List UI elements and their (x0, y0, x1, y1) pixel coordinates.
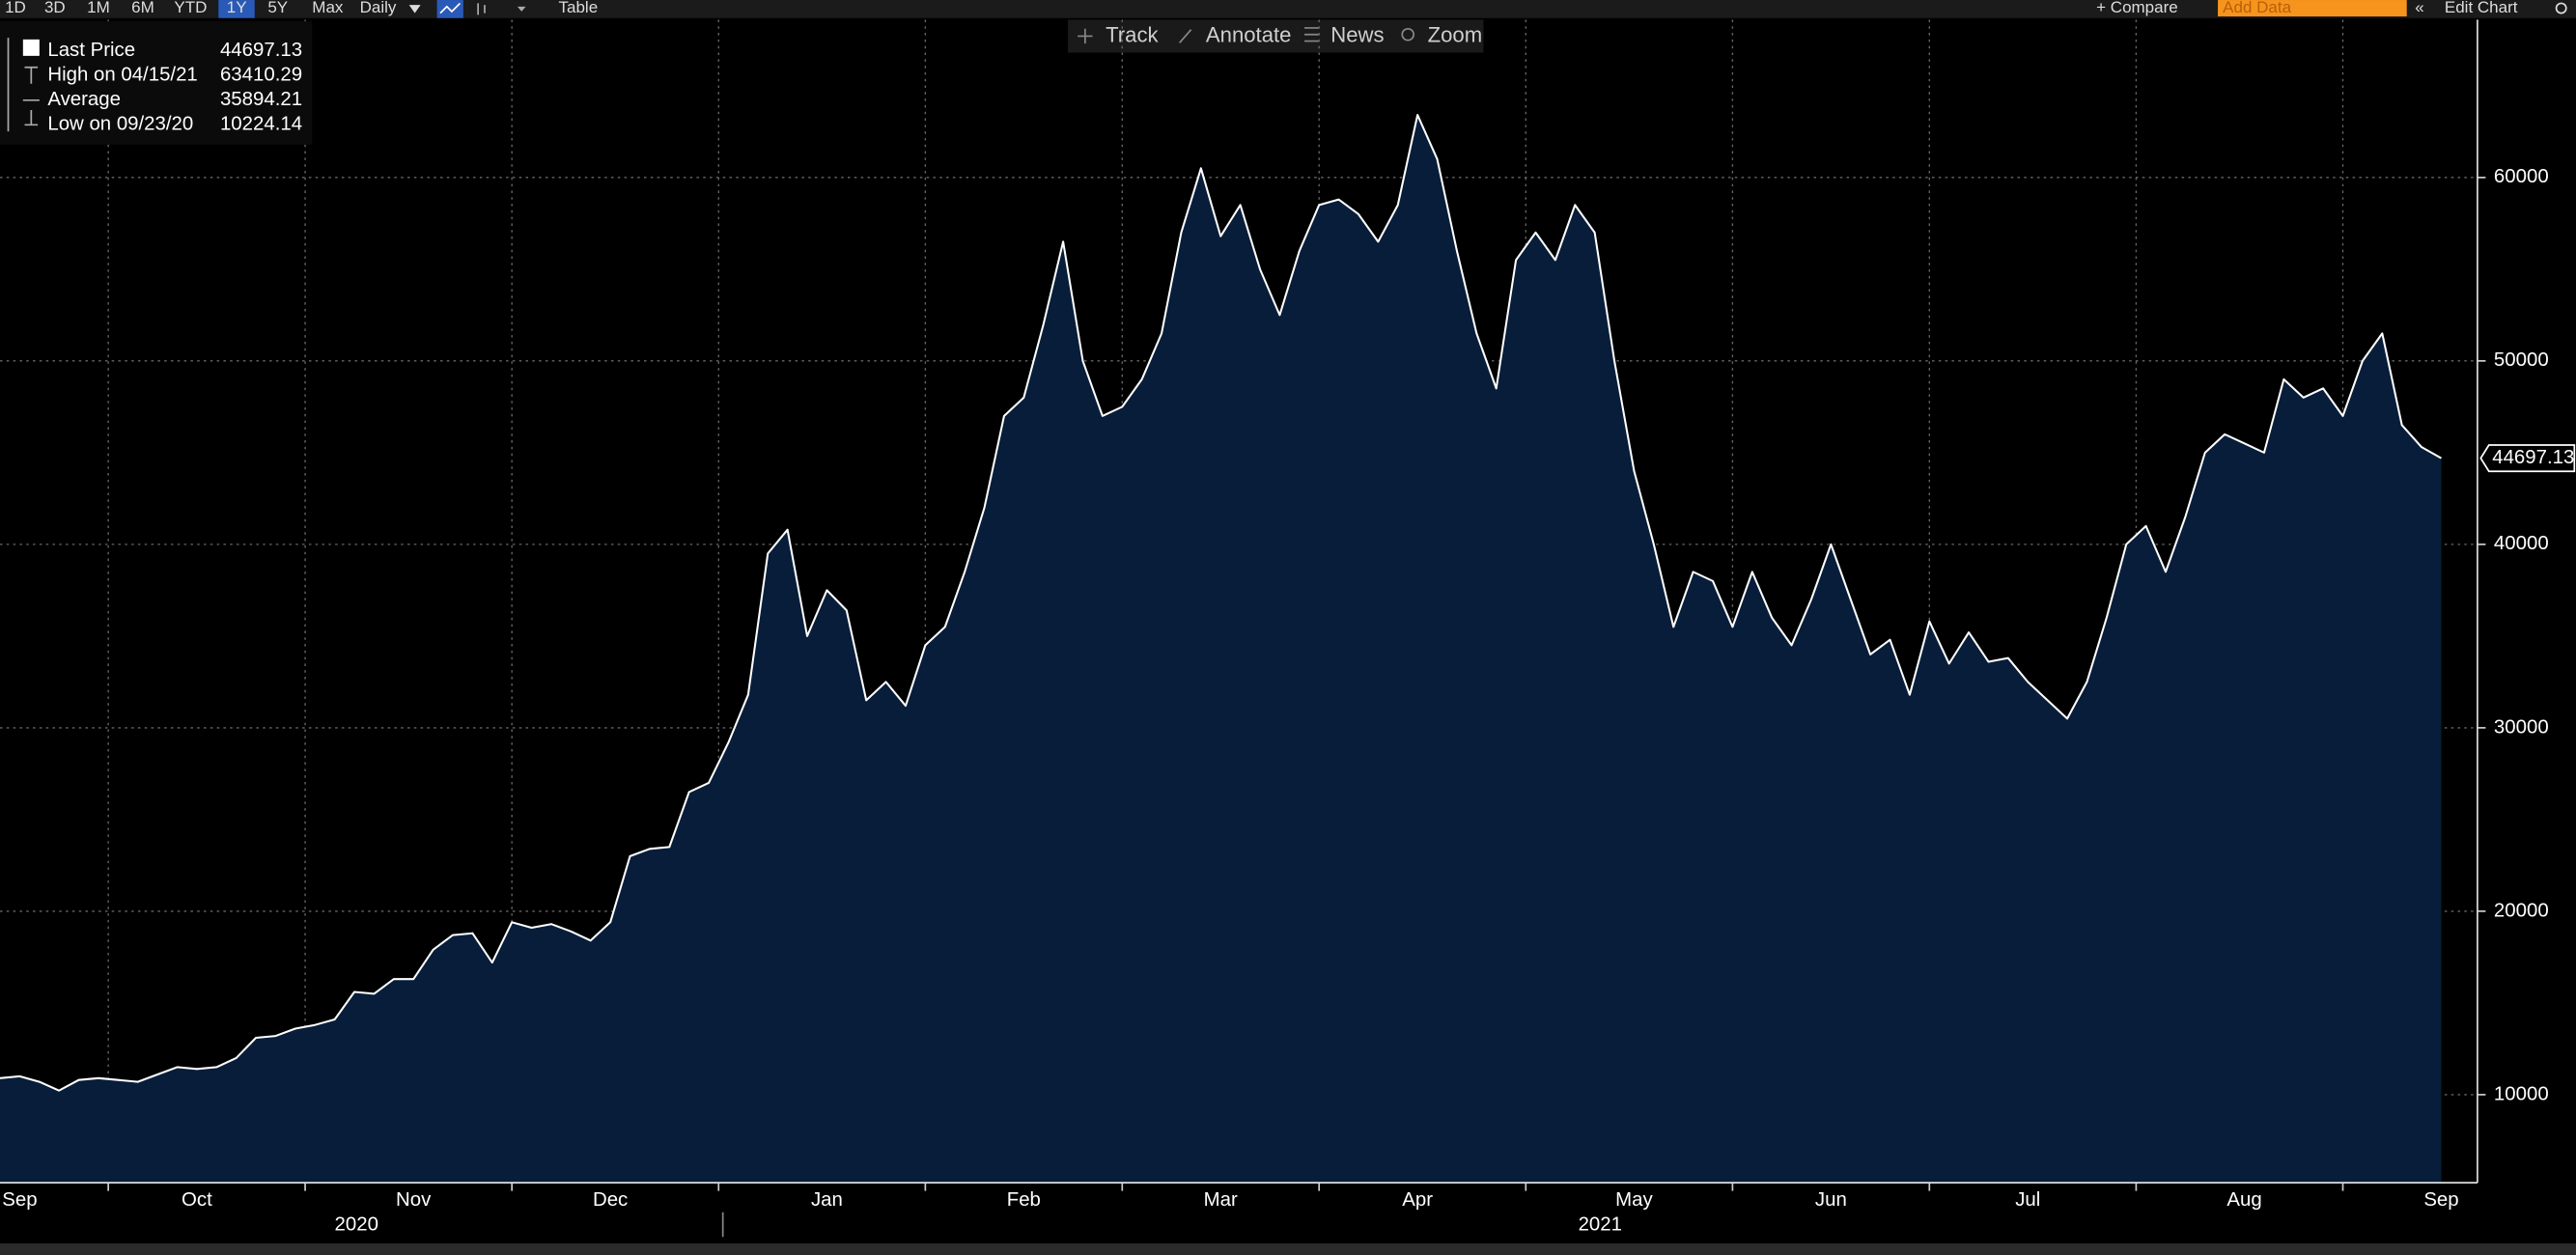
range-button[interactable]: Max (312, 0, 344, 16)
x-tick-label: Mar (1204, 1189, 1238, 1211)
x-tick-label: Oct (182, 1189, 212, 1211)
tool-button[interactable]: Annotate (1206, 22, 1292, 46)
range-button[interactable]: 1D (5, 0, 26, 16)
add-data-placeholder: Add Data (2223, 0, 2291, 16)
legend-value: 63410.29 (220, 65, 302, 86)
legend (0, 21, 313, 145)
range-button[interactable]: 5Y (267, 0, 288, 16)
last-price-tag (2479, 444, 2576, 473)
year-label: 2020 (335, 1214, 378, 1236)
zoom-icon (1401, 27, 1415, 42)
status-bar (0, 1243, 2576, 1255)
area (0, 115, 2442, 1184)
x-tick-label: Apr (1402, 1189, 1433, 1211)
tool-button[interactable]: Zoom (1428, 22, 1483, 46)
x-tick-label: Sep (2, 1189, 37, 1211)
plot: 10000 20000 30000 40000 50000 60000 Sep Oct Nov D… (0, 19, 2576, 1211)
y-tick-label: 40000 (2494, 533, 2549, 554)
edit-chart-button[interactable]: Edit Chart (2445, 0, 2518, 16)
settings-icon[interactable] (2555, 2, 2567, 14)
tool-button[interactable]: Track (1106, 22, 1159, 46)
table-button[interactable]: Table (559, 0, 599, 16)
price-line (0, 114, 2442, 1092)
x-tick-label: Jun (1815, 1189, 1847, 1211)
x-tick-label: Jan (811, 1189, 843, 1211)
legend-value: 10224.14 (220, 114, 302, 135)
x-tick-label: May (1615, 1189, 1653, 1211)
x-tick-label: Sep (2423, 1189, 2458, 1211)
legend-label: Last Price (47, 40, 135, 61)
dropdown-arrow (517, 6, 526, 12)
active-range (218, 0, 255, 18)
x-tick-label: Nov (396, 1189, 432, 1211)
dropdown-arrow (408, 5, 421, 14)
legend-label: Average (47, 89, 121, 110)
y-tick-label: 10000 (2494, 1083, 2549, 1104)
legend-swatch (22, 39, 40, 56)
frequency-select[interactable]: Daily (360, 0, 397, 16)
range-button[interactable]: 6M (131, 0, 154, 16)
last-price-label: 44697.13 (2492, 447, 2574, 468)
legend-value: 35894.21 (220, 89, 302, 110)
legend-label: Low on 09/23/20 (47, 114, 193, 135)
range-button[interactable]: YTD (174, 0, 207, 16)
x-tick-label: Jul (2015, 1189, 2040, 1211)
range-button[interactable]: 1Y (227, 0, 247, 16)
y-tick-label: 20000 (2494, 900, 2549, 921)
legend-glyphs (7, 38, 40, 132)
tool-icons (1078, 27, 1320, 44)
bar-icon (477, 3, 486, 15)
y-tick-label: 50000 (2494, 349, 2549, 371)
x-tick-label: Aug (2226, 1189, 2261, 1211)
legend-label: High on 04/15/21 (47, 65, 197, 86)
add-data-input[interactable] (2218, 0, 2407, 17)
line-icon (439, 2, 462, 14)
year-label: 2021 (1579, 1214, 1622, 1236)
toolbar (0, 0, 2576, 18)
x-tick-label: Feb (1007, 1189, 1041, 1211)
collapse-button[interactable]: « (2415, 0, 2423, 16)
legend-value: 44697.13 (220, 40, 302, 61)
range-button[interactable]: 3D (44, 0, 66, 16)
x-tick-label: Dec (593, 1189, 628, 1211)
y-tick-label: 30000 (2494, 716, 2549, 738)
tool-button[interactable]: News (1330, 22, 1384, 46)
range-button[interactable]: 1M (87, 0, 110, 16)
y-tick-label: 60000 (2494, 166, 2549, 187)
compare-button[interactable]: + Compare (2096, 0, 2178, 16)
